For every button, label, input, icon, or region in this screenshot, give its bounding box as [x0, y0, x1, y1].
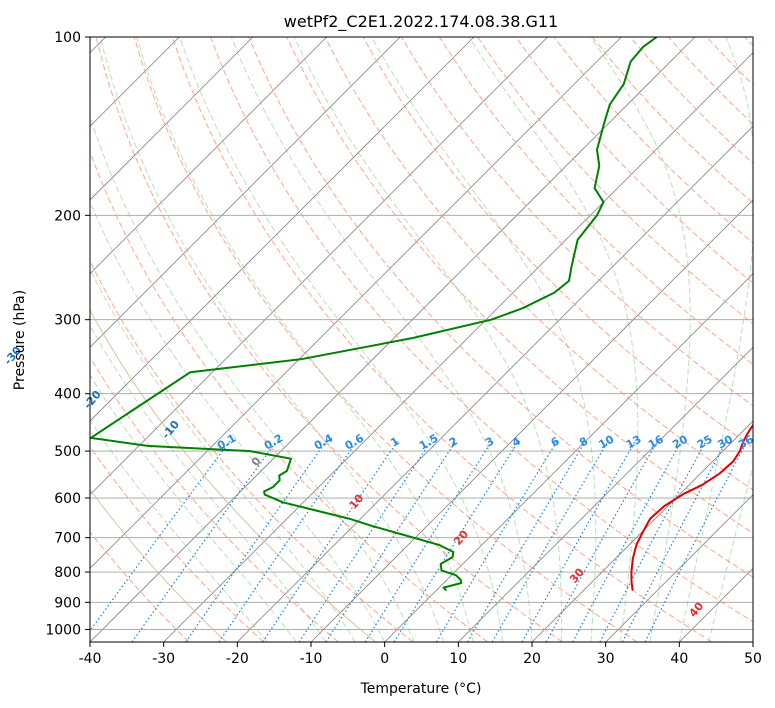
y-axis-label: Pressure (hPa)	[12, 290, 28, 390]
mixing-ratio-line	[185, 440, 328, 642]
mixing-ratio-line	[262, 440, 399, 642]
mixing-ratio-line	[325, 440, 457, 642]
mixing-ratio-line	[393, 440, 520, 642]
y-tick-label: 900	[54, 595, 81, 611]
mixing-ratio-line	[545, 440, 659, 642]
dry-adiabat-line	[90, 259, 414, 642]
moist-adiabat-line	[371, 37, 597, 642]
moist-adiabat-line	[90, 268, 356, 642]
moist-adiabat-line	[90, 419, 268, 642]
lcl-curve-line	[90, 308, 376, 642]
profile-lines	[90, 37, 753, 592]
plot-frame	[89, 36, 754, 643]
isotherm-line	[531, 420, 753, 642]
temperature-profile-line	[630, 423, 753, 591]
moist-adiabat-line	[90, 115, 415, 642]
x-tick-label: 20	[523, 651, 541, 667]
x-tick-label: 30	[597, 651, 615, 667]
dry-adiabat-line	[248, 37, 753, 578]
mixing-ratio-line	[491, 440, 609, 642]
isotherm-line	[90, 37, 254, 201]
y-tick-label: 100	[54, 30, 81, 46]
isotherm-line	[90, 37, 696, 642]
isotherm-line	[90, 37, 475, 422]
dry-adiabat-line	[95, 37, 563, 642]
mixing-ratio-line	[90, 440, 231, 632]
mixing-ratio-line	[364, 440, 493, 642]
dry-adiabat-line	[90, 356, 339, 642]
dry-adiabat-line	[210, 37, 753, 623]
x-axis-label: Temperature (°C)	[360, 681, 482, 697]
reference-lines	[90, 37, 753, 642]
dry-adiabat-line	[515, 37, 753, 284]
y-tick-label: 600	[54, 491, 81, 507]
dry-adiabat-line	[90, 150, 488, 642]
x-tick-label: -40	[79, 651, 102, 667]
axis-ticks: -40 -30 -20 -10 0 10 20 30 40 50 100 200 300 400 500 60…	[45, 30, 762, 667]
isotherm-line	[384, 273, 753, 642]
moist-adiabat-line	[468, 37, 639, 642]
mixing-ratio-line	[572, 440, 683, 642]
y-tick-label: 200	[54, 208, 81, 224]
chart-title: wetPf2_C2E1.2022.174.08.38.G11	[284, 12, 558, 32]
x-tick-label: -30	[152, 651, 175, 667]
mixing-ratio-line	[644, 440, 748, 642]
isotherm-line	[458, 346, 753, 642]
isotherm-line	[90, 37, 327, 275]
moist-adiabat-line	[99, 37, 445, 642]
dry-adiabat-line	[438, 37, 753, 366]
x-tick-label: -10	[300, 651, 323, 667]
moist-adiabat-line	[179, 37, 503, 642]
moist-adiabat-line	[293, 37, 563, 642]
isotherm-line	[237, 125, 753, 642]
dry-adiabat-line	[171, 37, 712, 642]
mixing-ratio-line	[298, 440, 432, 642]
lcl-curve-line	[90, 488, 227, 642]
mixing-ratio-line	[435, 440, 558, 642]
moist-adiabat-line	[136, 37, 474, 642]
moist-adiabat-line	[230, 37, 533, 642]
mixing-ratio-line	[521, 440, 637, 642]
moist-adiabat-line	[90, 324, 327, 642]
x-tick-label: 10	[449, 651, 467, 667]
y-tick-label: 300	[54, 313, 81, 329]
dry-adiabat-line	[286, 37, 753, 534]
x-tick-label: 0	[380, 651, 389, 667]
y-tick-label: 800	[54, 565, 81, 581]
x-tick-label: 40	[670, 651, 688, 667]
y-tick-label: 1000	[45, 622, 81, 638]
dry-adiabat-line	[400, 37, 753, 407]
dry-adiabat-line	[90, 531, 190, 642]
moist-adiabat-line	[90, 374, 297, 642]
isotherm-line	[90, 37, 622, 569]
y-tick-label: 500	[54, 444, 81, 460]
isotherm-line	[90, 37, 548, 496]
dry-adiabat-line	[133, 37, 638, 642]
mixing-ratio-line	[131, 440, 278, 642]
dry-adiabat-line	[90, 445, 264, 642]
y-tick-label: 700	[54, 531, 81, 547]
moist-adiabat-line	[589, 37, 691, 642]
isotherm-line	[90, 37, 401, 348]
x-tick-label: -20	[226, 651, 249, 667]
mixing-ratio-line	[466, 440, 587, 642]
moist-adiabat-line	[678, 37, 753, 642]
isotherm-line	[605, 494, 753, 642]
dewpoint-profile-line	[90, 37, 658, 592]
moist-adiabat-line	[90, 200, 386, 642]
x-tick-label: 50	[744, 651, 762, 667]
y-tick-label: 400	[54, 387, 81, 403]
